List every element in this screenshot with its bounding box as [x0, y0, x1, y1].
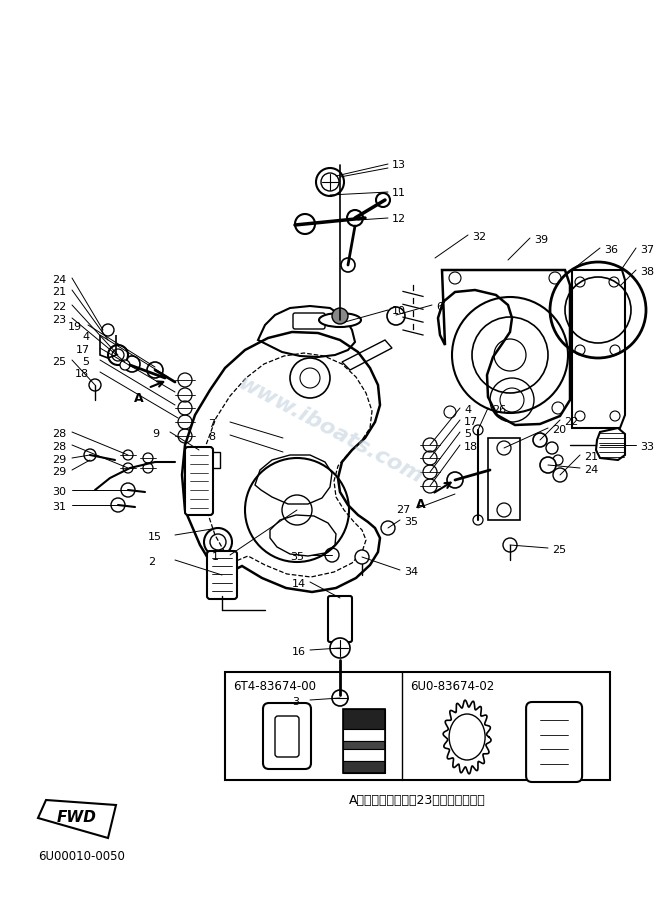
Text: 19: 19	[68, 322, 82, 332]
Text: 25: 25	[52, 357, 66, 367]
FancyBboxPatch shape	[328, 596, 352, 642]
Text: 17: 17	[464, 417, 478, 427]
Text: 31: 31	[52, 502, 66, 512]
Text: 21: 21	[584, 452, 598, 462]
Circle shape	[533, 433, 547, 447]
FancyBboxPatch shape	[185, 447, 213, 515]
Bar	[343, 749, 385, 761]
Text: 4: 4	[464, 405, 471, 415]
Circle shape	[120, 360, 130, 370]
FancyBboxPatch shape	[207, 551, 237, 599]
Text: 12: 12	[392, 214, 406, 224]
Text: 5: 5	[82, 357, 89, 367]
Text: 6U00010-0050: 6U00010-0050	[38, 850, 125, 863]
Text: 29: 29	[52, 467, 66, 477]
Text: 7: 7	[208, 419, 215, 429]
Text: 20: 20	[552, 425, 566, 435]
Text: 6: 6	[436, 302, 443, 312]
Polygon shape	[596, 428, 625, 460]
Text: 1: 1	[212, 552, 219, 562]
Circle shape	[540, 457, 556, 473]
Text: 5: 5	[464, 429, 471, 439]
Text: 18: 18	[464, 442, 478, 452]
Ellipse shape	[319, 313, 361, 327]
Text: FWD: FWD	[57, 811, 97, 825]
Bar	[343, 729, 385, 741]
Text: A部詳細（見出番号23識別用相異点）: A部詳細（見出番号23識別用相異点）	[349, 794, 486, 807]
Text: 16: 16	[292, 647, 306, 657]
Text: 26: 26	[492, 405, 506, 415]
Text: 28: 28	[52, 429, 66, 439]
Bar	[343, 761, 385, 773]
Text: 13: 13	[392, 160, 406, 170]
Text: 9: 9	[152, 429, 159, 439]
Bar	[343, 741, 385, 749]
Circle shape	[330, 638, 350, 658]
Text: 27: 27	[396, 505, 410, 515]
Text: 17: 17	[76, 345, 90, 355]
Text: 21: 21	[52, 287, 66, 297]
Text: 22: 22	[52, 302, 66, 312]
Bar	[225, 672, 610, 780]
Circle shape	[89, 379, 101, 391]
Text: A: A	[416, 498, 426, 511]
Circle shape	[316, 168, 344, 196]
Text: 33: 33	[640, 442, 654, 452]
Circle shape	[108, 345, 128, 365]
Text: 4: 4	[82, 332, 89, 342]
Text: 11: 11	[392, 188, 406, 198]
Text: 36: 36	[604, 245, 618, 255]
FancyBboxPatch shape	[275, 716, 299, 757]
Circle shape	[332, 308, 348, 324]
Circle shape	[355, 550, 369, 564]
Text: 35: 35	[404, 517, 418, 527]
Text: 37: 37	[640, 245, 654, 255]
Text: 23: 23	[52, 315, 66, 325]
Text: 34: 34	[404, 567, 418, 577]
Text: 6U0-83674-02: 6U0-83674-02	[410, 680, 494, 693]
Circle shape	[503, 538, 517, 552]
Text: 2: 2	[148, 557, 155, 567]
Text: 39: 39	[534, 235, 548, 245]
Text: 6T4-83674-00: 6T4-83674-00	[233, 680, 316, 693]
Text: 35: 35	[290, 552, 304, 562]
Text: 30: 30	[52, 487, 66, 497]
Text: 25: 25	[552, 545, 566, 555]
Text: 24: 24	[584, 465, 598, 475]
Text: 8: 8	[208, 432, 215, 442]
Text: 3: 3	[292, 697, 299, 707]
Text: 22: 22	[564, 417, 578, 427]
Text: 10: 10	[392, 306, 406, 316]
Text: A: A	[134, 392, 143, 405]
Text: 15: 15	[148, 532, 162, 542]
Bar	[343, 709, 385, 773]
Text: 24: 24	[52, 275, 66, 285]
Ellipse shape	[449, 714, 485, 760]
Text: 14: 14	[292, 579, 306, 589]
Text: 18: 18	[75, 369, 89, 379]
Circle shape	[332, 690, 348, 706]
Text: 38: 38	[640, 267, 654, 277]
Text: www.iboats.com: www.iboats.com	[234, 373, 426, 488]
Bar	[343, 709, 385, 729]
Text: 32: 32	[472, 232, 486, 242]
Text: 29: 29	[52, 455, 66, 465]
Text: 28: 28	[52, 442, 66, 452]
FancyBboxPatch shape	[526, 702, 582, 782]
